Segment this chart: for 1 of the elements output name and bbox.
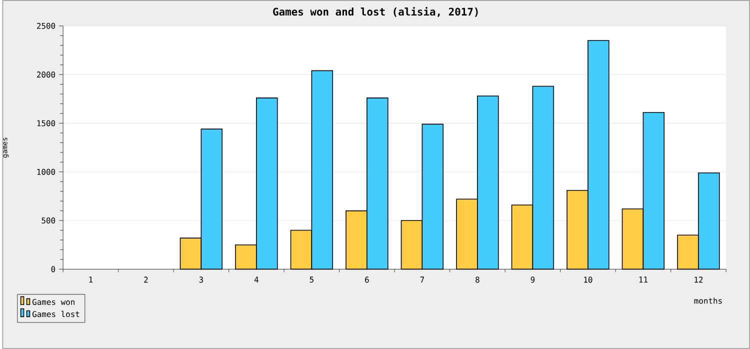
chart-title: Games won and lost (alisia, 2017) — [273, 7, 478, 17]
